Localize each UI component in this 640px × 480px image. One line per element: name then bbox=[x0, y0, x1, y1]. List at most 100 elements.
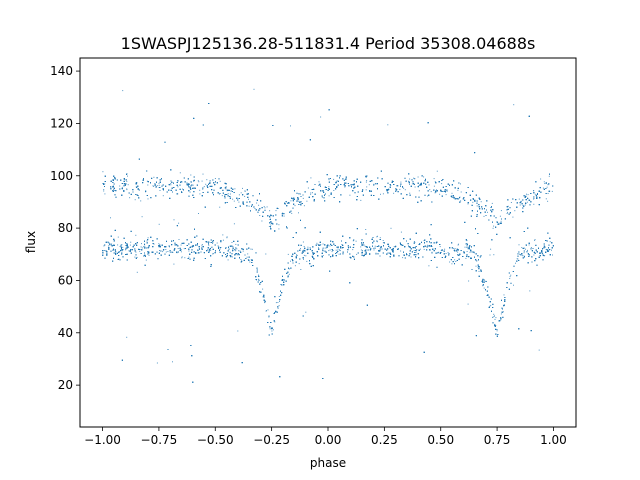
data-point bbox=[121, 254, 123, 255]
data-point bbox=[469, 251, 471, 253]
data-point bbox=[362, 250, 363, 252]
data-point bbox=[329, 245, 331, 247]
data-point bbox=[494, 318, 496, 320]
data-point bbox=[534, 193, 536, 195]
data-point bbox=[538, 349, 540, 351]
data-point bbox=[216, 242, 218, 244]
data-point bbox=[402, 257, 404, 259]
data-point bbox=[140, 200, 142, 202]
data-point bbox=[262, 288, 264, 290]
data-point bbox=[467, 248, 469, 250]
data-point bbox=[454, 196, 456, 198]
data-point bbox=[458, 243, 459, 245]
data-point bbox=[227, 259, 229, 261]
data-point bbox=[324, 247, 326, 249]
data-point bbox=[460, 191, 462, 193]
data-point bbox=[335, 249, 337, 251]
data-point bbox=[453, 196, 454, 198]
data-point bbox=[182, 188, 183, 190]
data-point bbox=[373, 183, 375, 185]
data-point bbox=[363, 244, 365, 246]
data-point bbox=[104, 183, 106, 185]
data-point bbox=[126, 188, 128, 190]
data-point bbox=[328, 195, 330, 197]
data-point bbox=[134, 256, 136, 258]
data-point bbox=[502, 311, 504, 313]
data-point bbox=[263, 206, 265, 208]
data-point bbox=[162, 251, 164, 253]
data-point bbox=[112, 185, 114, 187]
data-point bbox=[296, 199, 298, 201]
data-point bbox=[180, 251, 182, 253]
data-point bbox=[248, 198, 249, 200]
data-point bbox=[377, 235, 378, 237]
data-point bbox=[429, 189, 431, 191]
data-point bbox=[430, 191, 432, 193]
data-point bbox=[226, 236, 228, 238]
data-point bbox=[214, 178, 216, 179]
data-point bbox=[126, 173, 128, 175]
data-point bbox=[167, 251, 169, 252]
data-point bbox=[436, 170, 438, 172]
data-point bbox=[544, 255, 546, 257]
data-point bbox=[251, 248, 253, 250]
data-point bbox=[206, 241, 208, 243]
data-point bbox=[158, 184, 160, 186]
data-point bbox=[326, 247, 328, 249]
data-point bbox=[103, 245, 105, 247]
data-point bbox=[503, 294, 505, 296]
data-point bbox=[380, 193, 381, 195]
data-point bbox=[431, 251, 433, 253]
data-point bbox=[326, 245, 328, 247]
data-point bbox=[138, 195, 139, 197]
data-point bbox=[376, 241, 378, 243]
data-point bbox=[489, 254, 491, 256]
data-point bbox=[457, 189, 459, 191]
data-point bbox=[329, 249, 331, 251]
data-point bbox=[454, 259, 456, 261]
data-point bbox=[500, 319, 502, 321]
data-point bbox=[309, 247, 311, 249]
data-point bbox=[232, 198, 234, 200]
data-point bbox=[514, 210, 516, 212]
data-point bbox=[146, 240, 148, 242]
data-point bbox=[415, 251, 417, 253]
data-point bbox=[199, 193, 201, 195]
data-point bbox=[513, 284, 514, 286]
data-point bbox=[496, 221, 498, 223]
data-point bbox=[373, 249, 375, 251]
data-point bbox=[278, 296, 280, 297]
data-point bbox=[382, 240, 384, 241]
data-point bbox=[530, 247, 532, 249]
data-point bbox=[238, 201, 240, 203]
data-point bbox=[274, 321, 276, 323]
data-point bbox=[282, 212, 284, 214]
data-point bbox=[390, 185, 392, 186]
data-point bbox=[433, 185, 435, 187]
data-point bbox=[277, 307, 279, 309]
data-point bbox=[476, 205, 478, 207]
data-point bbox=[219, 248, 221, 250]
data-point bbox=[494, 323, 496, 325]
data-point bbox=[547, 200, 549, 202]
data-point bbox=[409, 183, 410, 185]
data-point bbox=[493, 254, 495, 256]
data-point bbox=[242, 202, 244, 204]
data-point bbox=[344, 186, 346, 188]
data-point bbox=[475, 265, 477, 267]
data-point bbox=[526, 201, 528, 203]
data-point bbox=[328, 178, 330, 180]
data-point bbox=[178, 222, 180, 224]
data-point bbox=[187, 183, 189, 184]
data-point bbox=[141, 216, 143, 218]
data-point bbox=[409, 178, 411, 180]
data-point bbox=[522, 204, 524, 206]
data-point bbox=[549, 241, 551, 243]
data-point bbox=[181, 257, 183, 259]
data-point bbox=[170, 184, 172, 186]
data-point bbox=[518, 198, 520, 200]
data-point bbox=[527, 194, 529, 196]
data-point bbox=[540, 251, 542, 253]
scatter-points bbox=[102, 88, 554, 383]
